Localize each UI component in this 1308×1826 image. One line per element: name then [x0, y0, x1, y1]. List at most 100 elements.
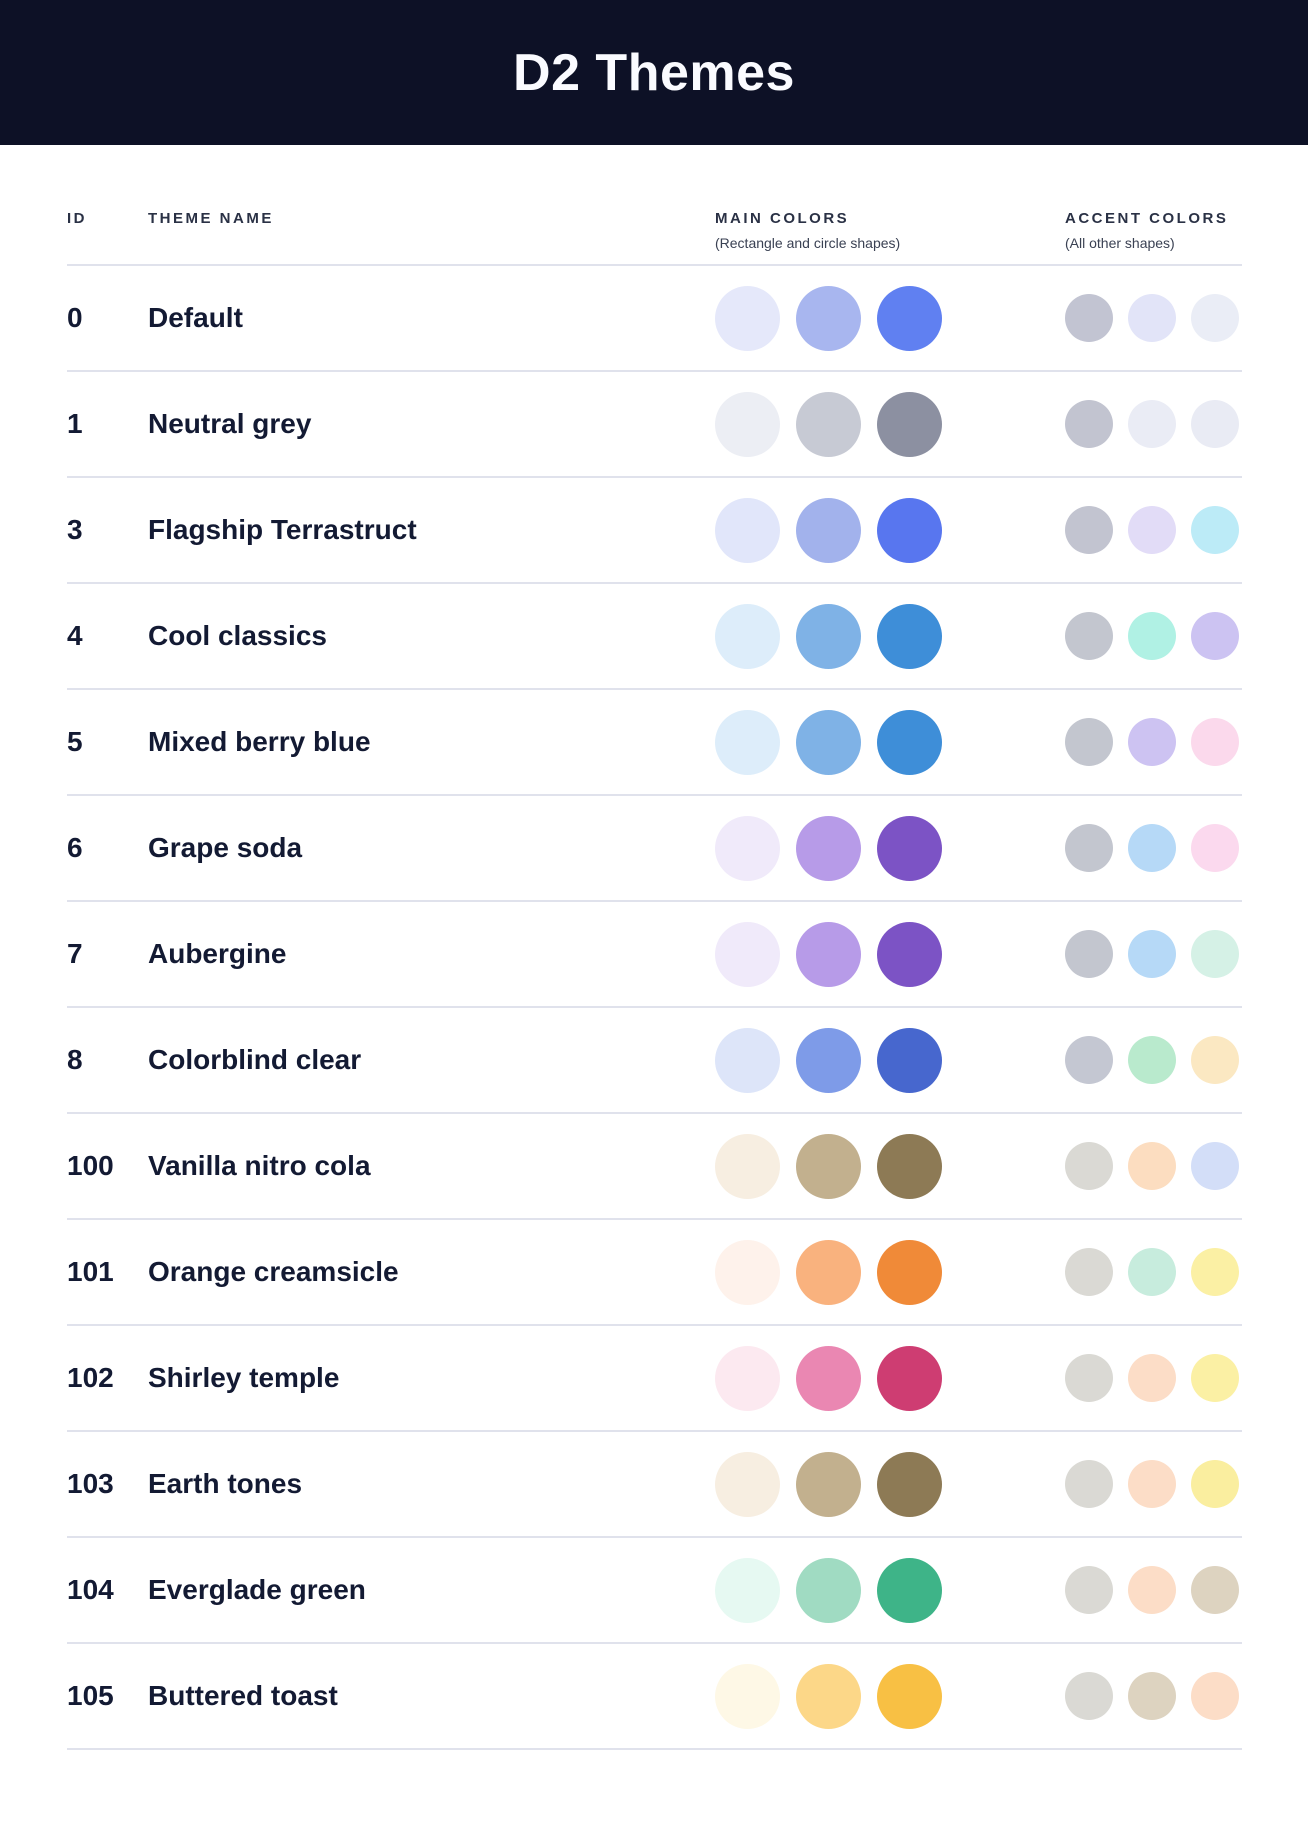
main-swatches [715, 497, 1065, 563]
main-color-swatch [796, 1133, 861, 1199]
column-id: ID [67, 209, 148, 228]
table-row: 5 Mixed berry blue [67, 690, 1242, 796]
main-color-swatch [715, 497, 780, 563]
column-main-colors: MAIN COLORS (Rectangle and circle shapes… [715, 209, 1065, 252]
theme-name: Colorblind clear [148, 1044, 362, 1075]
theme-id: 102 [67, 1362, 114, 1393]
accent-swatches [1065, 1354, 1242, 1402]
accent-color-swatch [1191, 1672, 1239, 1720]
main-swatches [715, 1663, 1065, 1729]
accent-color-swatch [1128, 1672, 1176, 1720]
theme-name: Everglade green [148, 1574, 366, 1605]
table-row: 6 Grape soda [67, 796, 1242, 902]
table-row: 7 Aubergine [67, 902, 1242, 1008]
accent-color-swatch [1128, 1142, 1176, 1190]
accent-color-swatch [1128, 930, 1176, 978]
main-color-swatch [715, 1557, 780, 1623]
theme-id: 0 [67, 302, 83, 333]
main-color-swatch [796, 1239, 861, 1305]
main-color-swatch [715, 603, 780, 669]
main-color-swatch [796, 285, 861, 351]
main-color-swatch [877, 815, 942, 881]
accent-swatches [1065, 1142, 1242, 1190]
column-accent-colors-subtitle: (All other shapes) [1065, 235, 1175, 251]
main-color-swatch [877, 391, 942, 457]
table-row: 100 Vanilla nitro cola [67, 1114, 1242, 1220]
accent-color-swatch [1191, 824, 1239, 872]
theme-name: Orange creamsicle [148, 1256, 399, 1287]
column-accent-colors-label: ACCENT COLORS [1065, 210, 1229, 227]
theme-id: 101 [67, 1256, 114, 1287]
main-swatches [715, 603, 1065, 669]
accent-swatches [1065, 1036, 1242, 1084]
accent-swatches [1065, 294, 1242, 342]
accent-color-swatch [1128, 1248, 1176, 1296]
theme-id: 6 [67, 832, 83, 863]
main-color-swatch [796, 1451, 861, 1517]
main-color-swatch [877, 1663, 942, 1729]
accent-color-swatch [1065, 824, 1113, 872]
table-row: 3 Flagship Terrastruct [67, 478, 1242, 584]
accent-color-swatch [1191, 1566, 1239, 1614]
accent-color-swatch [1191, 506, 1239, 554]
main-color-swatch [877, 1451, 942, 1517]
theme-id: 7 [67, 938, 83, 969]
accent-color-swatch [1065, 1566, 1113, 1614]
accent-color-swatch [1128, 1566, 1176, 1614]
table-row: 101 Orange creamsicle [67, 1220, 1242, 1326]
theme-id: 4 [67, 620, 83, 651]
accent-swatches [1065, 1566, 1242, 1614]
accent-color-swatch [1065, 1036, 1113, 1084]
theme-id: 105 [67, 1680, 114, 1711]
main-color-swatch [796, 1345, 861, 1411]
theme-name: Shirley temple [148, 1362, 340, 1393]
accent-color-swatch [1065, 294, 1113, 342]
accent-swatches [1065, 930, 1242, 978]
theme-name: Neutral grey [148, 408, 312, 439]
main-color-swatch [796, 1557, 861, 1623]
main-color-swatch [715, 1239, 780, 1305]
main-color-swatch [715, 285, 780, 351]
main-color-swatch [877, 1239, 942, 1305]
main-swatches [715, 1345, 1065, 1411]
main-swatches [715, 285, 1065, 351]
main-color-swatch [796, 815, 861, 881]
accent-swatches [1065, 1248, 1242, 1296]
accent-color-swatch [1191, 718, 1239, 766]
theme-name: Grape soda [148, 832, 303, 863]
table-header-row: ID THEME NAME MAIN COLORS (Rectangle and… [67, 145, 1242, 266]
accent-swatches [1065, 718, 1242, 766]
accent-color-swatch [1191, 1460, 1239, 1508]
accent-color-swatch [1065, 1248, 1113, 1296]
main-color-swatch [877, 1133, 942, 1199]
theme-name: Mixed berry blue [148, 726, 371, 757]
theme-id: 104 [67, 1574, 114, 1605]
accent-color-swatch [1191, 1354, 1239, 1402]
main-color-swatch [715, 1345, 780, 1411]
theme-id: 3 [67, 514, 83, 545]
main-color-swatch [715, 1133, 780, 1199]
main-color-swatch [715, 921, 780, 987]
accent-color-swatch [1191, 400, 1239, 448]
accent-swatches [1065, 1460, 1242, 1508]
main-color-swatch [715, 391, 780, 457]
theme-id: 1 [67, 408, 83, 439]
accent-color-swatch [1065, 1460, 1113, 1508]
main-color-swatch [796, 1663, 861, 1729]
theme-name: Buttered toast [148, 1680, 338, 1711]
accent-color-swatch [1128, 1460, 1176, 1508]
main-swatches [715, 709, 1065, 775]
theme-id: 8 [67, 1044, 83, 1075]
accent-color-swatch [1191, 1036, 1239, 1084]
main-swatches [715, 1451, 1065, 1517]
column-theme-name-label: THEME NAME [148, 210, 274, 227]
accent-color-swatch [1128, 294, 1176, 342]
main-color-swatch [796, 709, 861, 775]
main-color-swatch [715, 815, 780, 881]
theme-id: 5 [67, 726, 83, 757]
main-color-swatch [715, 1451, 780, 1517]
main-color-swatch [796, 391, 861, 457]
main-color-swatch [715, 709, 780, 775]
main-color-swatch [877, 1345, 942, 1411]
accent-color-swatch [1128, 1354, 1176, 1402]
